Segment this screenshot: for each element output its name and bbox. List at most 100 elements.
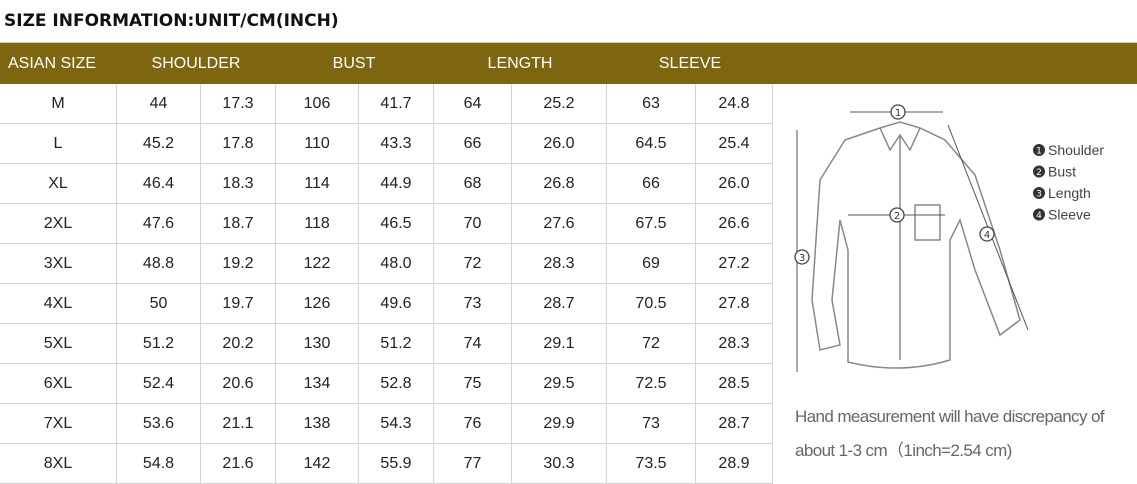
table-cell: 73.5 <box>607 444 696 484</box>
legend-label: Bust <box>1048 164 1076 180</box>
column-header: ASIAN SIZE <box>7 55 97 72</box>
table-cell: 73 <box>434 284 512 324</box>
table-cell: 28.3 <box>696 324 773 364</box>
legend-number: 4 <box>1036 211 1042 221</box>
table-cell: XL <box>0 164 117 204</box>
table-cell: 52.4 <box>117 364 201 404</box>
table-cell: 66 <box>607 164 696 204</box>
legend-number: 1 <box>1036 147 1042 157</box>
table-cell: 70 <box>434 204 512 244</box>
marker-circle <box>979 226 995 242</box>
table-cell: 24.8 <box>696 84 773 124</box>
table-cell: 50 <box>117 284 201 324</box>
table-cell: 28.7 <box>512 284 607 324</box>
table-cell: 72 <box>607 324 696 364</box>
table-cell: 64 <box>434 84 512 124</box>
table-cell: 20.6 <box>201 364 276 404</box>
table-cell: 45.2 <box>117 124 201 164</box>
table-cell: M <box>0 84 117 124</box>
table-cell: 67.5 <box>607 204 696 244</box>
table-cell: L <box>0 124 117 164</box>
header-bar: ASIAN SIZE SHOULDER BUST LENGTH SLEEVE <box>0 43 1137 84</box>
table-cell: 74 <box>434 324 512 364</box>
table-cell: 19.2 <box>201 244 276 284</box>
table-cell: 27.6 <box>512 204 607 244</box>
marker-number: 3 <box>799 253 805 264</box>
title: SIZE INFORMATION:UNIT/CM(INCH) <box>0 0 1137 43</box>
table-cell: 29.1 <box>512 324 607 364</box>
table-cell: 63 <box>607 84 696 124</box>
table-cell: 49.6 <box>359 284 434 324</box>
column-header: SLEEVE <box>658 55 722 72</box>
table-cell: 55.9 <box>359 444 434 484</box>
table-cell: 19.7 <box>201 284 276 324</box>
table-cell: 54.8 <box>117 444 201 484</box>
table-cell: 27.8 <box>696 284 773 324</box>
table-cell: 26.6 <box>696 204 773 244</box>
table-cell: 47.6 <box>117 204 201 244</box>
table-cell: 2XL <box>0 204 117 244</box>
note: Hand measurement will have discrepancy o… <box>795 407 1105 460</box>
table-cell: 27.2 <box>696 244 773 284</box>
table-cell: 30.3 <box>512 444 607 484</box>
table-cell: 26.0 <box>512 124 607 164</box>
table-cell: 126 <box>276 284 359 324</box>
table-cell: 46.5 <box>359 204 434 244</box>
marker-number: 2 <box>894 211 900 222</box>
table-cell: 77 <box>434 444 512 484</box>
legend-circle <box>1033 165 1045 178</box>
column-header: LENGTH <box>487 55 553 72</box>
table-cell: 54.3 <box>359 404 434 444</box>
table-cell: 106 <box>276 84 359 124</box>
table-cell: 8XL <box>0 444 117 484</box>
table-cell: 17.3 <box>201 84 276 124</box>
table-cell: 52.8 <box>359 364 434 404</box>
table-cell: 72 <box>434 244 512 284</box>
table-cell: 28.5 <box>696 364 773 404</box>
column-header: BUST <box>332 55 376 72</box>
table-cell: 70.5 <box>607 284 696 324</box>
table-cell: 51.2 <box>117 324 201 364</box>
table-cell: 7XL <box>0 404 117 444</box>
table-cell: 73 <box>607 404 696 444</box>
table-cell: 25.2 <box>512 84 607 124</box>
table-cell: 18.7 <box>201 204 276 244</box>
table-cell: 28.3 <box>512 244 607 284</box>
marker-circle <box>889 207 905 223</box>
table-cell: 118 <box>276 204 359 244</box>
table-cell: 29.5 <box>512 364 607 404</box>
legend-label: Length <box>1048 185 1091 201</box>
table-cell: 75 <box>434 364 512 404</box>
table-cell: 21.1 <box>201 404 276 444</box>
table-cell: 4XL <box>0 284 117 324</box>
table-cell: 69 <box>607 244 696 284</box>
table-cell: 26.0 <box>696 164 773 204</box>
table-cell: 114 <box>276 164 359 204</box>
legend-label: Sleeve <box>1048 207 1091 223</box>
table-cell: 46.4 <box>117 164 201 204</box>
table-cell: 3XL <box>0 244 117 284</box>
shirt-diagram: 1 2 3 4 1 Shoulder 2 Bust 3 Length 4 Sleeve <box>794 104 1104 372</box>
marker-circle <box>794 249 810 265</box>
legend-circle <box>1033 144 1045 156</box>
table-cell: 20.2 <box>201 324 276 364</box>
table-cell: 51.2 <box>359 324 434 364</box>
table-cell: 25.4 <box>696 124 773 164</box>
column-header: SHOULDER <box>151 55 241 72</box>
legend-circle <box>1033 187 1045 199</box>
measure-lines <box>796 111 1029 372</box>
shirt-outline <box>811 121 1021 369</box>
table-cell: 138 <box>276 404 359 444</box>
table-cell: 64.5 <box>607 124 696 164</box>
table-cell: 134 <box>276 364 359 404</box>
legend-number: 2 <box>1036 168 1042 178</box>
table-cell: 68 <box>434 164 512 204</box>
table-cell: 28.9 <box>696 444 773 484</box>
table-cell: 44 <box>117 84 201 124</box>
marker-number: 1 <box>895 108 901 119</box>
table-cell: 44.9 <box>359 164 434 204</box>
table-cell: 48.0 <box>359 244 434 284</box>
table-cell: 122 <box>276 244 359 284</box>
table-cell: 53.6 <box>117 404 201 444</box>
